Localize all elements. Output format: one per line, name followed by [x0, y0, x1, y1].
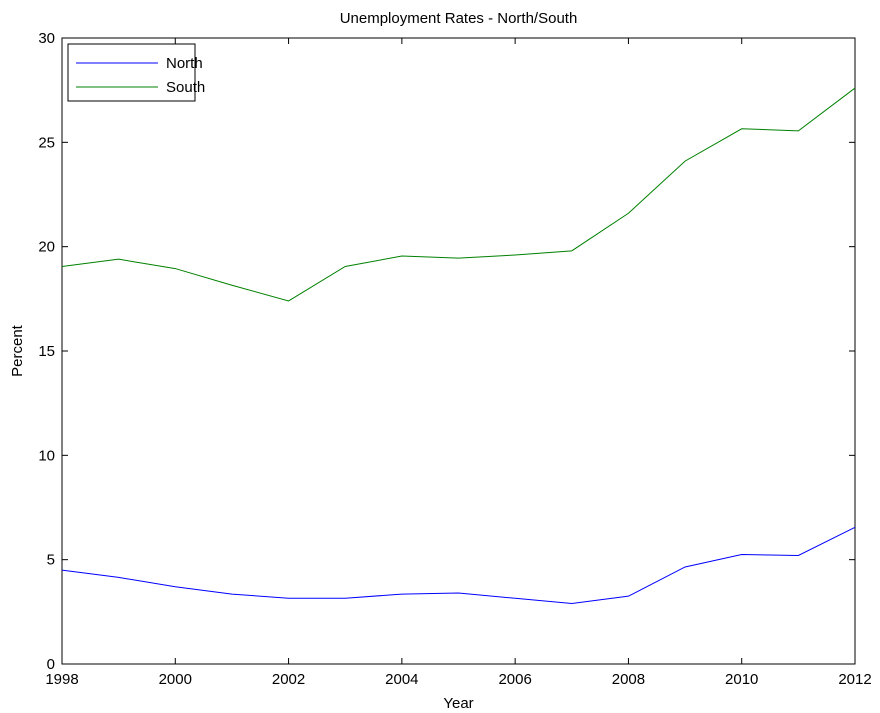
legend: North South — [67, 43, 205, 102]
x-tick-label: 2002 — [272, 671, 305, 688]
y-tick-label: 5 — [47, 552, 55, 569]
y-axis-label: Percent — [9, 324, 26, 377]
y-tick-label: 0 — [47, 656, 55, 673]
series-line-south — [61, 87, 856, 302]
x-tick-label: 2012 — [838, 671, 871, 688]
y-tick-label: 25 — [38, 134, 55, 151]
y-tick-label: 20 — [38, 239, 55, 256]
plot-area — [61, 37, 856, 665]
legend-box — [67, 43, 196, 102]
series-line-north — [61, 526, 856, 604]
x-tick-label: 2010 — [725, 671, 758, 688]
y-axis: 0 5 10 15 20 25 30 — [38, 30, 855, 673]
series-layer — [61, 87, 856, 604]
x-tick-label: 2008 — [612, 671, 645, 688]
y-tick-label: 15 — [38, 343, 55, 360]
x-axis-label: Year — [443, 695, 473, 712]
y-tick-label: 30 — [38, 30, 55, 47]
plot-frame — [61, 37, 856, 665]
y-tick-label: 10 — [38, 447, 55, 464]
legend-label-north: North — [166, 55, 203, 72]
x-tick-label: 2004 — [385, 671, 418, 688]
x-tick-label: 2000 — [159, 671, 192, 688]
x-tick-label: 1998 — [45, 671, 78, 688]
chart-title: Unemployment Rates - North/South — [340, 10, 578, 27]
legend-label-south: South — [166, 79, 205, 96]
x-axis: 1998 2000 2002 2004 2006 2008 2010 2012 — [45, 38, 872, 688]
x-tick-label: 2006 — [498, 671, 531, 688]
